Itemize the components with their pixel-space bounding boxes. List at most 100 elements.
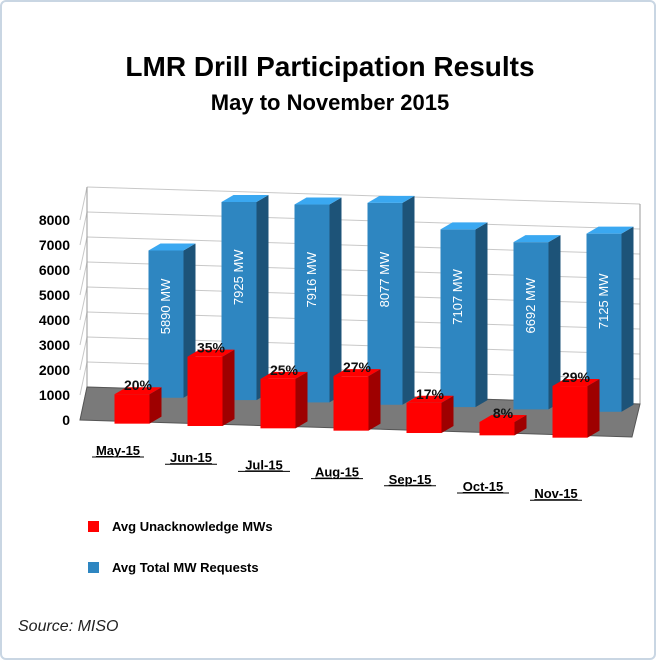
y-tick-label-7: 7000 [39,237,70,253]
unack-bar-5 [479,414,527,436]
unack-bar-4-side [441,395,454,434]
unack-bar-2-front [260,378,296,429]
unack-bar-0-top [114,387,162,395]
y-tick-label-2: 2000 [39,362,70,378]
total-bar-5-top [513,235,561,243]
gridline-left-4 [79,286,88,321]
unack-bar-3-front [333,376,369,431]
total-bar-2-front [294,204,330,403]
x-tick-label-6: Nov-15 [534,486,577,501]
unack-bar-1-side [222,349,235,426]
chart-subtitle: May to November 2015 [211,90,449,115]
unack-bar-0 [114,387,162,424]
unack-bar-2 [260,371,308,429]
chart-title: LMR Drill Participation Results [125,51,534,82]
legend-swatch-unacknowledged [88,521,99,532]
y-tick-label-5: 5000 [39,287,70,303]
x-tick-label-3: Aug-15 [315,465,359,480]
total-bar-1-top [221,194,269,202]
total-bar-3-top [367,195,415,203]
total-bar-5 [513,235,561,410]
unack-bar-5-front [479,421,515,436]
total-bar-2 [294,197,342,403]
gridline-left-7 [79,211,88,246]
total-bar-0-front [148,250,184,398]
unack-bar-6-side [587,379,600,438]
unack-bar-6-top [552,379,600,387]
y-axis: 0 1000 2000 3000 4000 5000 6000 7000 8000 [39,212,70,428]
y-tick-label-3: 3000 [39,337,70,353]
gridline-left-5 [79,261,88,296]
unack-bar-3-top [333,369,381,377]
gridline-left-3 [79,311,88,346]
gridline-left-1 [79,361,88,396]
unack-bar-label-2: 25% [270,362,299,378]
total-bar-label-4: 7107 MW [450,268,465,324]
total-bar-label-6: 7125 MW [596,273,611,329]
unack-bar-0-side [149,387,162,424]
x-tick-label-1: Jun-15 [170,450,212,465]
unack-bar-label-0: 20% [124,377,153,393]
unack-bar-label-5: 8% [493,405,514,421]
unack-bar-1-top [187,349,235,357]
legend-swatch-total [88,562,99,573]
legend: Avg Unacknowledge MWs Avg Total MW Reque… [88,519,273,575]
y-tick-label-1: 1000 [39,387,70,403]
total-bar-1 [221,194,269,401]
total-bar-0-top [148,243,196,251]
unack-bar-label-6: 29% [562,369,591,385]
y-tick-label-4: 4000 [39,312,70,328]
gridline-left-8 [79,186,88,221]
unack-bar-4-front [406,402,442,434]
unack-bar-3 [333,369,381,431]
total-bar-2-side [329,197,342,403]
total-bar-5-side [548,235,561,410]
total-bar-4-front [440,229,476,408]
gridline-8 [86,186,641,205]
total-bar-2-top [294,197,342,205]
unack-bar-label-4: 17% [416,386,445,402]
total-bar-0 [148,243,196,398]
total-bar-6-side [621,226,634,412]
unack-bar-5-side [514,414,527,436]
source-note: Source: MISO [18,618,118,635]
total-bar-5-front [513,242,549,410]
total-bar-label-1: 7925 MW [231,249,246,305]
total-bar-label-2: 7916 MW [304,251,319,307]
y-tick-label-8: 8000 [39,212,70,228]
total-bar-4 [440,222,488,408]
unack-bar-4 [406,395,454,434]
unack-bar-2-top [260,371,308,379]
unack-bar-label-3: 27% [343,359,372,375]
unack-bar-3-side [368,369,381,431]
unack-bar-6 [552,379,600,438]
total-bar-3-side [402,195,415,405]
x-tick-label-0: May-15 [96,443,140,458]
unack-bar-label-1: 35% [197,340,226,356]
y-tick-label-0: 0 [62,412,70,428]
y-tick-label-6: 6000 [39,262,70,278]
gridline-7 [86,211,641,230]
total-bar-label-5: 6692 MW [523,277,538,333]
unack-bar-0-front [114,394,150,424]
total-bar-label-0: 5890 MW [158,278,173,334]
total-bar-4-side [475,222,488,408]
unack-bar-4-top [406,395,454,403]
legend-label-unacknowledged: Avg Unacknowledge MWs [112,519,273,534]
total-bar-1-side [256,194,269,401]
unack-bar-1-front [187,356,223,426]
total-bar-label-3: 8077 MW [377,251,392,307]
unack-bar-1 [187,349,235,426]
unack-bar-2-side [295,371,308,429]
bar-layer: 5890 MW 20% 7925 MW 35% 7916 MW 25% 8077 MW 27%… [114,194,634,438]
unack-bar-6-front [552,386,588,438]
x-tick-label-2: Jul-15 [245,457,283,472]
x-tick-label-4: Sep-15 [389,472,432,487]
x-axis: May-15 Jun-15 Jul-15 Aug-15 Sep-15 Oct-15 Nov-… [92,443,582,501]
gridline-left-2 [79,336,88,371]
total-bar-6-top [586,226,634,234]
gridline-left-6 [79,236,88,271]
total-bar-4-top [440,222,488,230]
legend-label-total: Avg Total MW Requests [112,560,259,575]
